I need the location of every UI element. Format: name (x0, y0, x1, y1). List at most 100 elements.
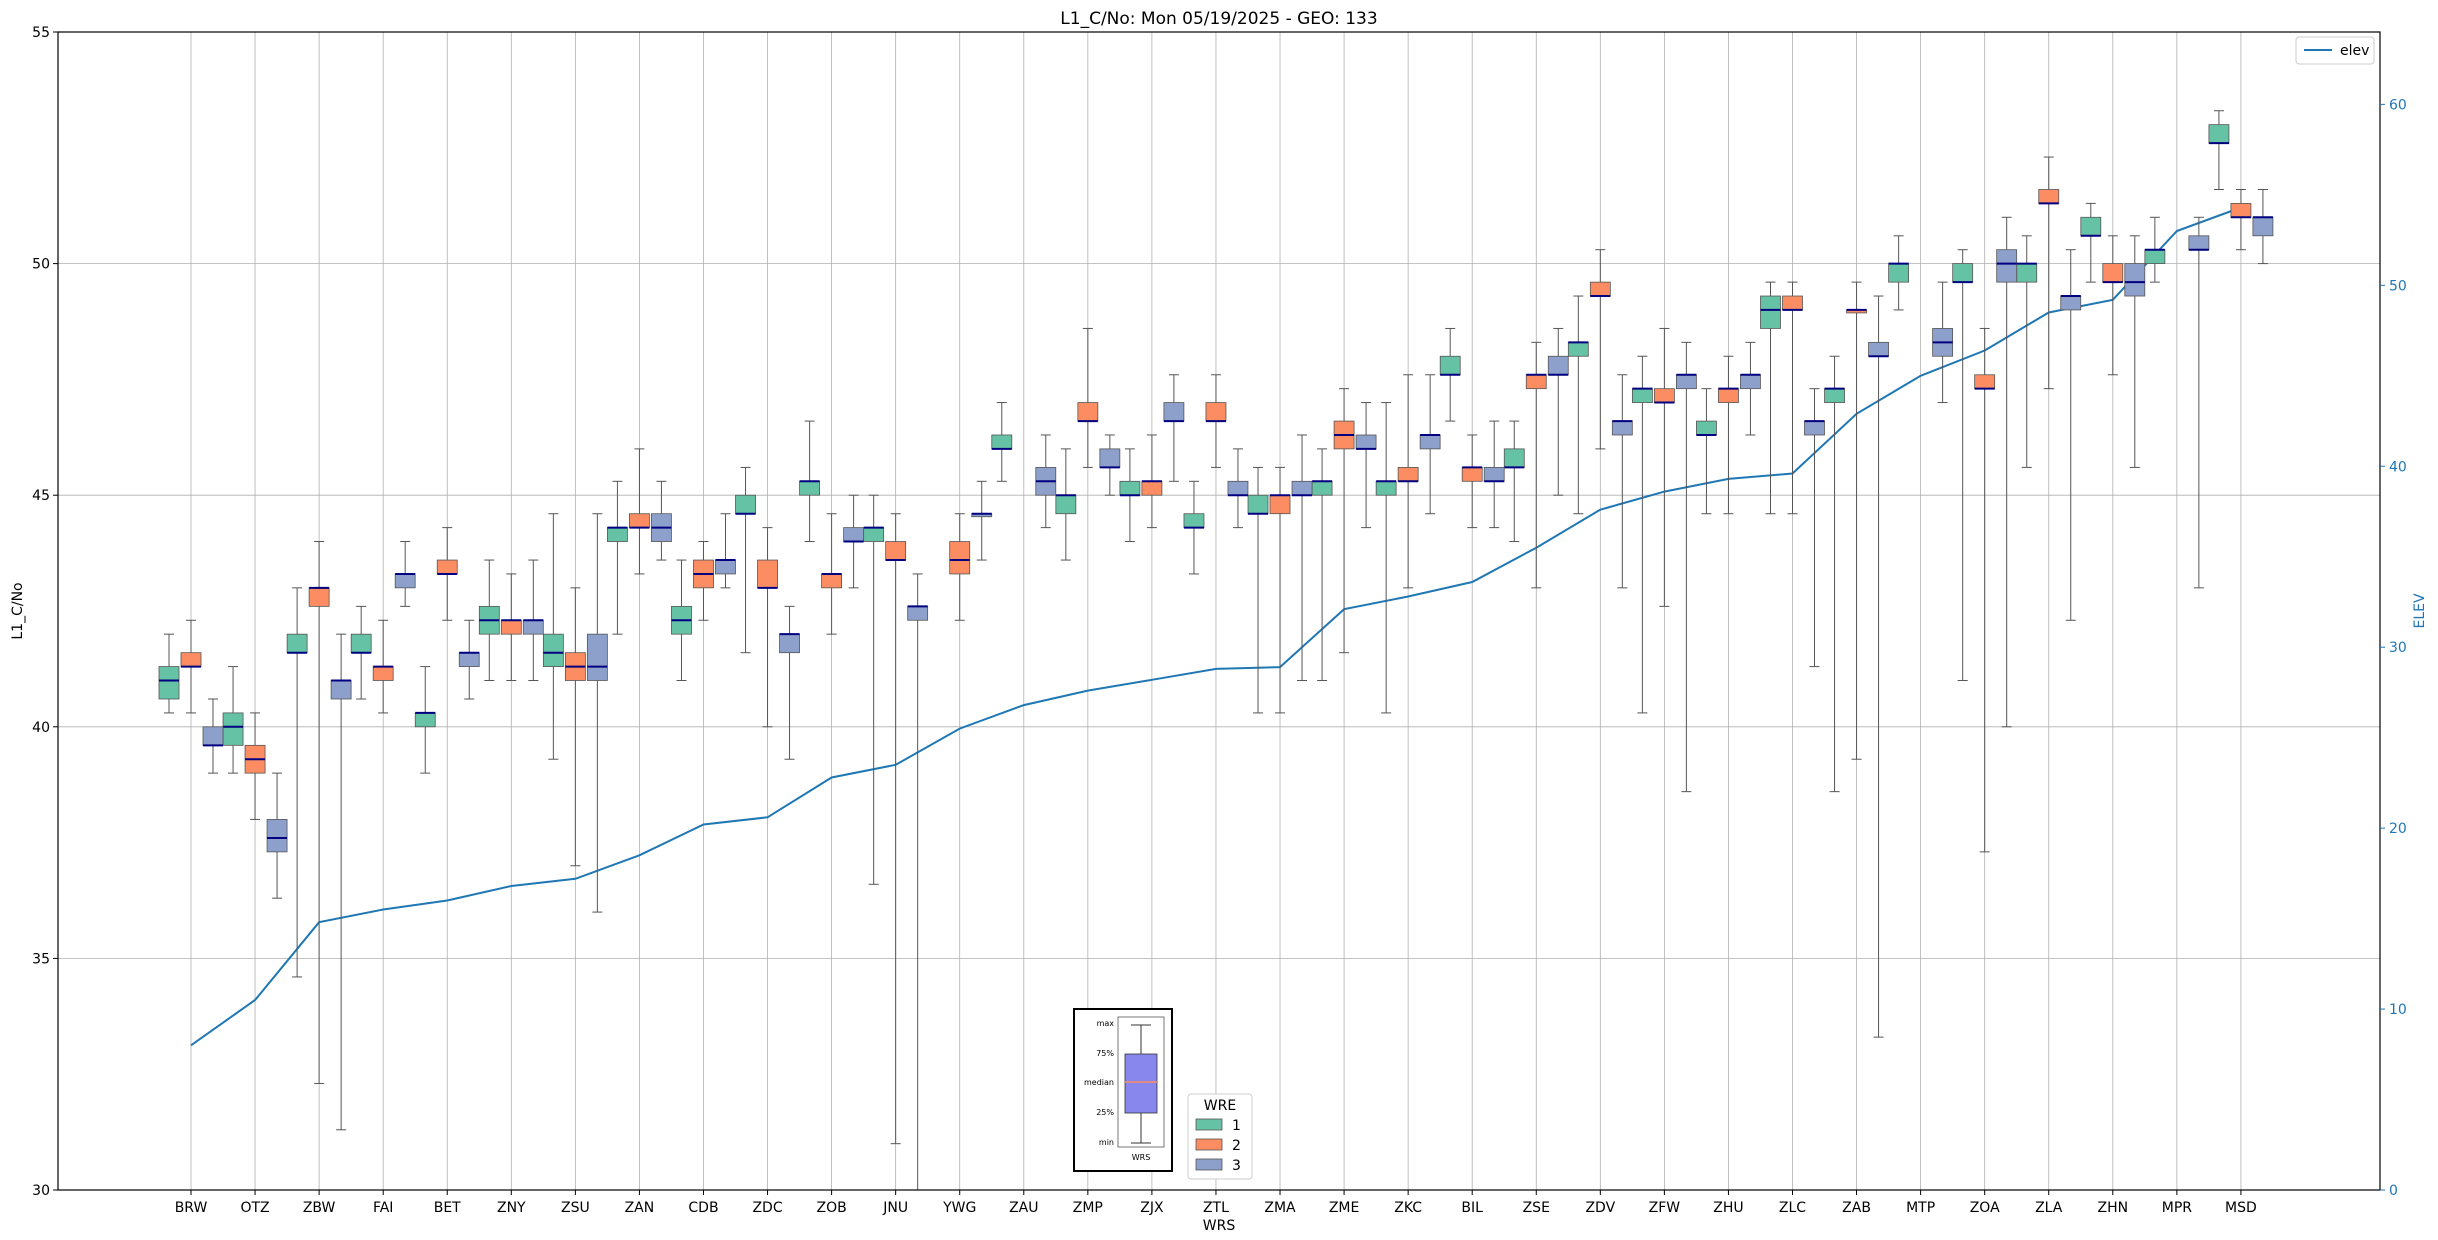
box-series-2-BIL (1461, 434, 1483, 529)
box-body (2060, 295, 2082, 311)
box-body (2016, 263, 2038, 283)
box-body (1718, 388, 1739, 403)
box-series-3-ZOB (843, 494, 864, 589)
box-series-1-BIL (1439, 327, 1461, 422)
box-body (821, 573, 842, 589)
box-series-1-ZBW (286, 587, 308, 978)
box-series-3-ZMA (1291, 434, 1313, 681)
x-tick-label: ZNY (497, 1200, 526, 1216)
y2-tick-label: 0 (2389, 1183, 2398, 1199)
x-axis-label: WRS (1203, 1218, 1236, 1234)
box-series-1-ZOA (1952, 249, 1974, 681)
x-tick-label: ZOA (1970, 1200, 2000, 1216)
box-series-2-ZOA (1974, 327, 1996, 853)
grid-layer (58, 31, 2380, 1191)
box-body (2144, 249, 2166, 264)
box-body (500, 619, 522, 635)
box-body (1397, 467, 1419, 482)
box-body (949, 541, 971, 575)
x-tick-label: ZMA (1264, 1200, 1296, 1216)
x-tick-label: CDB (688, 1200, 718, 1216)
box-series-2-YWG (949, 513, 971, 621)
box-series-1-FAI (350, 605, 372, 700)
x-tick-label: BIL (1461, 1200, 1483, 1216)
box-series-2-JNU (885, 513, 907, 1145)
box-series-3-ZAU (1035, 434, 1057, 529)
box-series-2-ZHU (1718, 355, 1739, 515)
box-body (1589, 281, 1611, 297)
box-series-1-ZTL (1183, 480, 1205, 575)
x-axis: BRW OTZ ZBW FAI BET ZNY ZSU ZAN CDB ZDC ZOB JNU YWG Z… (175, 1190, 2257, 1216)
left-axis: 30 35 40 45 50 55 (32, 25, 58, 1199)
box-series-2-OTZ (244, 712, 266, 820)
box-body (1119, 480, 1141, 496)
box-series-1-ZDV (1567, 295, 1589, 515)
x-tick-label: ZAB (1842, 1200, 1871, 1216)
x-tick-label: ZAN (625, 1200, 655, 1216)
box-series-3-ZSE (1547, 327, 1569, 496)
box-series-2-BRW (180, 619, 202, 714)
box-series-1-MSD (2208, 110, 2230, 190)
box-series-2-ZJX (1141, 434, 1163, 529)
box-body (799, 480, 820, 496)
box-series-1-ZHU (1696, 388, 1717, 515)
box-series-1-OTZ (222, 666, 244, 774)
box-series-3-ZFW (1675, 341, 1697, 793)
y2-tick-label: 40 (2389, 459, 2407, 475)
box-series-3-OTZ (266, 772, 288, 899)
x-tick-label: ZFW (1649, 1200, 1681, 1216)
box-series-3-FAI (394, 541, 416, 607)
box-body (1631, 388, 1653, 403)
box-series-3-ZLA (2060, 249, 2082, 621)
y-axis-label: L1_C/No (10, 582, 26, 639)
box-series-2-ZAN (629, 448, 650, 575)
box-body (843, 527, 864, 542)
box-series-1-ZFW (1631, 355, 1653, 714)
box-body (1461, 467, 1483, 482)
box-body (222, 712, 244, 746)
box-body (1653, 388, 1675, 403)
wre-legend-label-1: 1 (1232, 1118, 1241, 1134)
x-tick-label: BET (434, 1200, 461, 1216)
box-body (330, 680, 352, 700)
box-body (372, 666, 394, 681)
plot-frame (57, 31, 2381, 1191)
box-series-1-ZAB (1824, 355, 1845, 793)
box-series-3-BRW (202, 698, 224, 774)
x-tick-label: JNU (882, 1200, 908, 1216)
box-series-3-BET (458, 619, 480, 700)
box-series-3-ZLC (1804, 388, 1825, 668)
wre-legend-label-2: 2 (1232, 1138, 1241, 1154)
box-body (458, 652, 480, 667)
x-tick-label: ZDC (752, 1200, 782, 1216)
box-body (757, 559, 778, 589)
box-series-3-BIL (1483, 420, 1505, 529)
box-body (202, 726, 224, 746)
box-body (1183, 513, 1205, 529)
box-series-1-BRW (158, 633, 180, 714)
box-series-2-FAI (372, 619, 394, 714)
box-body (1419, 434, 1441, 450)
box-series-3-ZAN (651, 480, 672, 561)
box-body (1696, 420, 1717, 436)
box-body (2038, 189, 2060, 204)
box-series-3-ZOA (1996, 216, 2018, 728)
box-body (1055, 494, 1077, 515)
elev-legend-label: elev (2340, 43, 2369, 59)
box-series-2-ZFW (1653, 327, 1675, 607)
box-series-1-ZJX (1119, 448, 1141, 543)
elev-legend-frame (2295, 36, 2375, 65)
box-body (715, 559, 736, 575)
box-series-1-MPR (2144, 216, 2166, 283)
box-series-3-ZME (1355, 402, 1377, 529)
box-body (1311, 480, 1333, 496)
box-key-image: max 75% median 25% min WRS (1073, 1008, 1173, 1172)
x-tick-label: ZTL (1203, 1200, 1229, 1216)
y2-tick-label: 30 (2389, 640, 2407, 656)
box-series-3-ZMP (1099, 434, 1121, 496)
box-body (286, 633, 308, 654)
box-body (991, 434, 1013, 450)
box-series-2-ZSU (564, 587, 586, 867)
box-series-3-ZDV (1611, 374, 1633, 589)
box-body (350, 633, 372, 654)
